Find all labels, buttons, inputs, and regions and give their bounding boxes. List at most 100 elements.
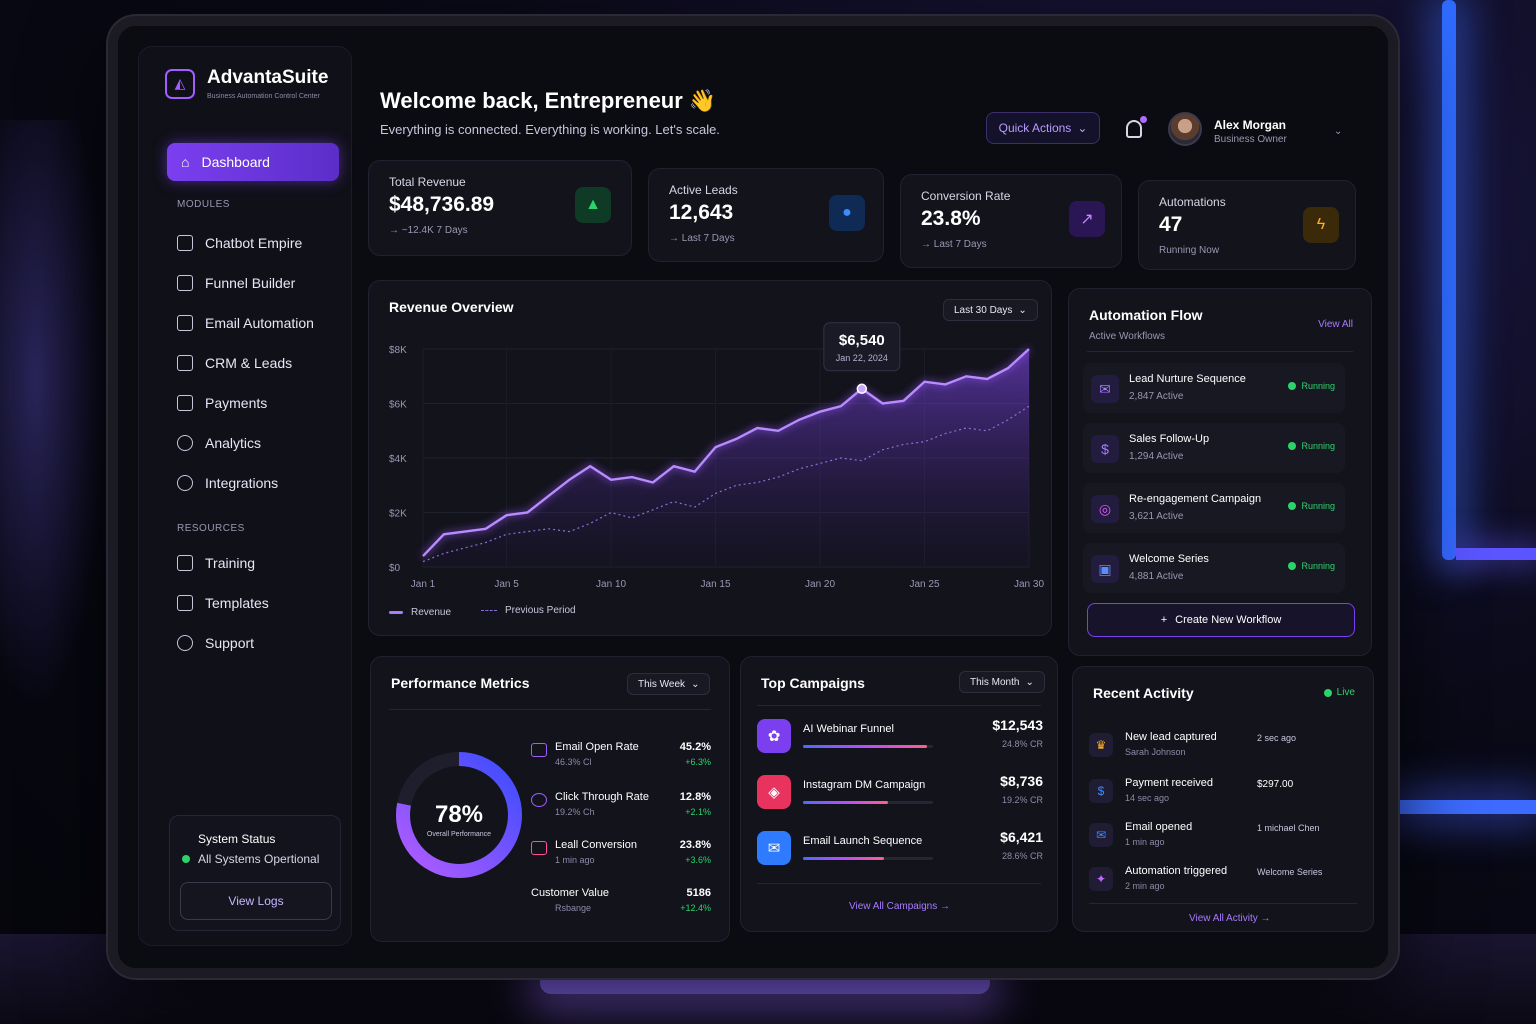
workflow-count: 3,621 Active (1129, 511, 1184, 522)
metric-sub: 19.2% Ch (555, 807, 595, 817)
donut-arc (396, 752, 522, 878)
stat-card-automations[interactable]: Automations 47 Running Now ϟ (1138, 180, 1356, 270)
stat-card-total-revenue[interactable]: Total Revenue $48,736.89 → ~12.4K 7 Days… (368, 160, 632, 256)
previous-period-line (422, 405, 1030, 563)
bell-icon[interactable] (1126, 120, 1142, 138)
activity-sub: 1 min ago (1125, 837, 1165, 847)
sidebar-item-label: Email Automation (205, 315, 314, 331)
mail-icon (177, 315, 193, 331)
workflow-re-engagement[interactable]: ◎ Re-engagement Campaign 3,621 Active Ru… (1083, 483, 1345, 533)
create-workflow-button[interactable]: + Create New Workflow (1087, 603, 1355, 637)
activity-item[interactable]: ✉ Email opened 1 min ago 1 michael Chen (1089, 819, 1359, 859)
quick-actions-button[interactable]: Quick Actions ⌄ (986, 112, 1100, 144)
workflow-welcome-series[interactable]: ▣ Welcome Series 4,881 Active Running (1083, 543, 1345, 593)
sidebar-item-email-automation[interactable]: Email Automation (177, 315, 314, 331)
metric-sub: 46.3% Cl (555, 757, 592, 767)
activity-title: Recent Activity (1093, 685, 1194, 701)
metric-value: 12.8% (679, 791, 711, 803)
x-tick-label: Jan 1 (411, 579, 436, 590)
legend-swatch (389, 611, 403, 614)
system-status-title: System Status (198, 832, 276, 846)
stat-sub: → Last 7 Days (669, 233, 735, 244)
sidebar-item-funnel-builder[interactable]: Funnel Builder (177, 275, 295, 291)
revenue-chart: $0 $2K $4K $6K $8K Jan 1 Jan 5 Jan 10 Jan 15 Jan … (389, 322, 1044, 590)
sidebar-item-label: Analytics (205, 435, 262, 451)
system-status-text: All Systems Opertional (198, 852, 320, 866)
campaign-row[interactable]: ◈ Instagram DM Campaign $8,736 19.2% CR (757, 773, 1043, 817)
activity-sub: 2 min ago (1125, 881, 1165, 891)
activity-item[interactable]: ✦ Automation triggered 2 min ago Welcome… (1089, 863, 1359, 903)
modules-heading: MODULES (177, 199, 230, 210)
sidebar-item-label: CRM & Leads (205, 355, 293, 371)
x-tick-label: Jan 30 (1014, 579, 1044, 590)
view-all-campaigns-label: View All Campaigns (849, 901, 938, 912)
tooltip-date: Jan 22, 2024 (836, 353, 888, 363)
campaigns-range-dropdown[interactable]: This Month ⌄ (959, 671, 1045, 693)
revenue-range-dropdown[interactable]: Last 30 Days ⌄ (943, 299, 1038, 321)
sidebar-item-crm-leads[interactable]: CRM & Leads (177, 355, 292, 371)
trend-icon: ↗ (1069, 201, 1105, 237)
activity-item[interactable]: $ Payment received 14 sec ago $297.00 (1089, 775, 1359, 815)
campaign-name: Email Launch Sequence (803, 835, 923, 847)
campaign-name: Instagram DM Campaign (803, 779, 926, 791)
view-logs-button[interactable]: View Logs (180, 882, 332, 920)
workflow-name: Re-engagement Campaign (1129, 493, 1262, 505)
stat-label: Total Revenue (389, 175, 466, 189)
metric-delta: +6.3% (685, 757, 711, 767)
avatar[interactable] (1168, 112, 1202, 146)
workflow-sales-follow-up[interactable]: $ Sales Follow-Up 1,294 Active Running (1083, 423, 1345, 473)
workflow-name: Sales Follow-Up (1129, 433, 1210, 445)
campaign-value: $12,543 (992, 717, 1043, 733)
sidebar-item-templates[interactable]: Templates (177, 595, 269, 611)
chat-icon: ▣ (1091, 555, 1119, 583)
activity-item[interactable]: ♛ New lead captured Sarah Johnson 2 sec … (1089, 729, 1359, 769)
sidebar-item-chatbot-empire[interactable]: Chatbot Empire (177, 235, 302, 251)
campaign-row[interactable]: ✉ Email Launch Sequence $6,421 28.6% CR (757, 829, 1043, 873)
user-name[interactable]: Alex Morgan (1214, 118, 1287, 132)
view-all-campaigns-link[interactable]: View All Campaigns → (849, 901, 950, 912)
metric-name: Customer Value (531, 887, 610, 899)
performance-range-label: This Week (638, 678, 686, 690)
chart-tooltip: $6,540 Jan 22, 2024 (823, 322, 901, 395)
stat-card-conversion-rate[interactable]: Conversion Rate 23.8% → Last 7 Days ↗ (900, 174, 1122, 268)
app-tagline: Business Automation Control Center (207, 93, 320, 100)
metric-delta: +2.1% (685, 807, 711, 817)
divider (389, 709, 711, 710)
sidebar-item-label: Integrations (205, 475, 279, 491)
activity-title-text: Automation triggered (1125, 865, 1228, 877)
mail-icon: ✉ (1089, 823, 1113, 847)
view-all-activity-link[interactable]: View All Activity → (1189, 913, 1271, 924)
legend-label: Previous Period (505, 605, 576, 616)
activity-meta: 2 sec ago (1257, 733, 1297, 743)
sidebar-item-support[interactable]: Support (177, 635, 254, 651)
campaign-progress-fill (803, 745, 927, 748)
user-icon: ● (829, 195, 865, 231)
sidebar-item-integrations[interactable]: Integrations (177, 475, 278, 491)
campaign-row[interactable]: ✿ AI Webinar Funnel $12,543 24.8% CR (757, 717, 1043, 761)
metric-value: 23.8% (679, 839, 711, 851)
crown-icon: ♛ (1089, 733, 1113, 757)
performance-metrics-card: Performance Metrics This Week ⌄ 78% Over… (370, 656, 730, 942)
campaign-progress (803, 745, 933, 748)
activity-meta: $297.00 (1257, 779, 1294, 790)
sidebar-item-analytics[interactable]: Analytics (177, 435, 261, 451)
tooltip-point[interactable] (856, 383, 868, 395)
workflow-lead-nurture[interactable]: ✉ Lead Nurture Sequence 2,847 Active Run… (1083, 363, 1345, 413)
view-all-activity-label: View All Activity (1189, 913, 1258, 924)
stat-value: 12,643 (669, 201, 734, 224)
live-dot-icon (1323, 688, 1332, 697)
automation-view-all-link[interactable]: View All (1318, 319, 1353, 330)
chevron-down-icon: ⌄ (691, 678, 700, 690)
campaign-progress (803, 857, 933, 860)
stat-label: Conversion Rate (921, 189, 1011, 203)
performance-range-dropdown[interactable]: This Week ⌄ (627, 673, 711, 695)
sidebar-item-training[interactable]: Training (177, 555, 255, 571)
x-tick-label: Jan 15 (701, 579, 731, 590)
user-menu-chevron-icon[interactable]: ⌄ (1334, 126, 1343, 137)
stat-card-active-leads[interactable]: Active Leads 12,643 → Last 7 Days ● (648, 168, 884, 262)
sidebar-item-dashboard[interactable]: ⌂ Dashboard (167, 143, 339, 181)
sidebar-item-payments[interactable]: Payments (177, 395, 267, 411)
logo[interactable]: ◭ AdvantaSuite Business Automation Contr… (165, 67, 328, 100)
workflow-name: Lead Nurture Sequence (1129, 373, 1246, 385)
sidebar-item-label: Chatbot Empire (205, 235, 303, 251)
